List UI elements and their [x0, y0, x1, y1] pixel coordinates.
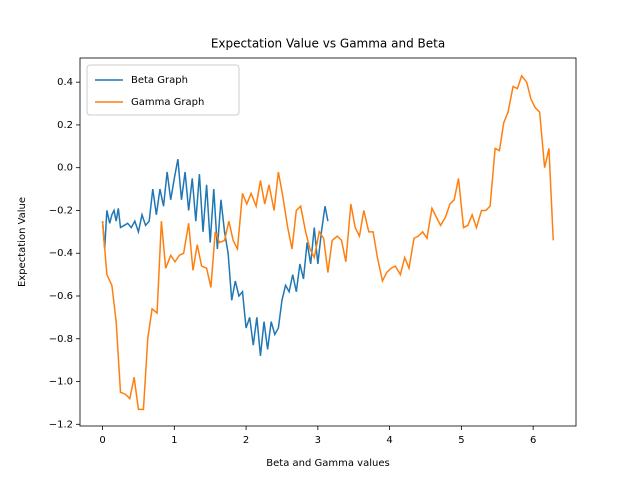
x-tick-label: 4 [386, 435, 392, 446]
y-tick-label: 0.4 [57, 77, 73, 88]
legend-box [86, 64, 240, 116]
x-tick-label: 0 [99, 435, 105, 446]
y-tick-label: −0.6 [49, 291, 73, 302]
chart-title: Expectation Value vs Gamma and Beta [211, 37, 445, 51]
legend-label: Gamma Graph [131, 97, 204, 108]
x-tick-label: 5 [458, 435, 464, 446]
y-axis-label: Expectation Value [17, 197, 28, 287]
y-tick-label: −0.4 [49, 248, 73, 259]
y-tick-label: −1.2 [49, 419, 73, 430]
x-tick-label: 2 [243, 435, 249, 446]
x-tick-label: 1 [171, 435, 177, 446]
y-tick-label: −0.2 [49, 205, 73, 216]
plot-frame [79, 57, 577, 427]
data-line [101, 74, 554, 411]
x-axis-label: Beta and Gamma values [266, 458, 389, 469]
data-line [101, 159, 329, 356]
y-tick-label: 0.0 [57, 163, 73, 174]
legend-label: Beta Graph [131, 75, 188, 86]
x-tick-label: 6 [530, 435, 536, 446]
x-tick-label: 3 [315, 435, 321, 446]
y-tick-label: −1.0 [49, 377, 73, 388]
y-tick-label: −0.8 [49, 334, 73, 345]
y-tick-label: 0.2 [57, 120, 73, 131]
